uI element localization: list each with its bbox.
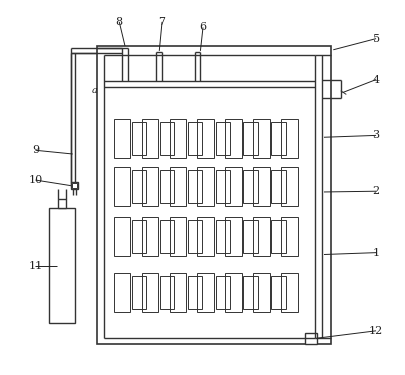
Bar bbox=[141, 217, 158, 256]
Text: 5: 5 bbox=[372, 34, 379, 44]
Bar bbox=[281, 118, 297, 158]
Bar bbox=[159, 276, 173, 309]
Bar bbox=[187, 122, 201, 154]
Bar bbox=[197, 167, 214, 206]
Bar bbox=[71, 182, 78, 189]
Text: 6: 6 bbox=[199, 22, 206, 33]
Bar bbox=[132, 276, 146, 309]
Bar bbox=[141, 118, 158, 158]
Bar bbox=[187, 170, 201, 203]
Bar bbox=[305, 333, 316, 344]
Bar bbox=[243, 170, 257, 203]
Text: 2: 2 bbox=[372, 186, 379, 196]
Bar bbox=[187, 220, 201, 253]
Bar bbox=[253, 167, 269, 206]
Bar bbox=[159, 122, 173, 154]
Bar bbox=[169, 167, 186, 206]
Text: 8: 8 bbox=[115, 17, 122, 27]
Bar bbox=[72, 183, 77, 188]
Bar bbox=[159, 220, 173, 253]
Bar bbox=[169, 273, 186, 312]
Bar bbox=[113, 273, 130, 312]
Bar bbox=[113, 217, 130, 256]
Bar bbox=[197, 273, 214, 312]
Text: a: a bbox=[92, 86, 98, 95]
Text: 11: 11 bbox=[28, 261, 43, 271]
Text: 12: 12 bbox=[368, 326, 382, 336]
Bar bbox=[271, 220, 285, 253]
Bar bbox=[141, 273, 158, 312]
Bar bbox=[225, 118, 241, 158]
Bar bbox=[169, 217, 186, 256]
Bar bbox=[132, 122, 146, 154]
Bar bbox=[215, 220, 229, 253]
Text: 9: 9 bbox=[32, 145, 39, 155]
Bar bbox=[113, 167, 130, 206]
Bar bbox=[197, 217, 214, 256]
Bar bbox=[132, 170, 146, 203]
Bar bbox=[281, 167, 297, 206]
Bar bbox=[253, 217, 269, 256]
Bar bbox=[215, 276, 229, 309]
Bar bbox=[97, 46, 330, 344]
Bar bbox=[271, 276, 285, 309]
Bar bbox=[243, 276, 257, 309]
Text: 10: 10 bbox=[28, 175, 43, 185]
Bar bbox=[159, 170, 173, 203]
Bar bbox=[141, 167, 158, 206]
Bar bbox=[169, 118, 186, 158]
Bar bbox=[271, 122, 285, 154]
Bar bbox=[225, 167, 241, 206]
Bar bbox=[197, 118, 214, 158]
Bar bbox=[225, 273, 241, 312]
Text: 1: 1 bbox=[372, 248, 379, 258]
Bar bbox=[215, 122, 229, 154]
Text: 7: 7 bbox=[158, 17, 165, 27]
Bar bbox=[243, 122, 257, 154]
Text: 3: 3 bbox=[372, 130, 379, 140]
Bar bbox=[225, 217, 241, 256]
Bar bbox=[253, 273, 269, 312]
Bar bbox=[58, 199, 66, 208]
Bar bbox=[215, 170, 229, 203]
Text: 4: 4 bbox=[372, 75, 379, 84]
Bar bbox=[253, 118, 269, 158]
Bar bbox=[49, 208, 75, 323]
Bar bbox=[132, 220, 146, 253]
Bar bbox=[281, 217, 297, 256]
Bar bbox=[187, 276, 201, 309]
Bar bbox=[281, 273, 297, 312]
Bar bbox=[271, 170, 285, 203]
Bar bbox=[243, 220, 257, 253]
Bar bbox=[113, 118, 130, 158]
